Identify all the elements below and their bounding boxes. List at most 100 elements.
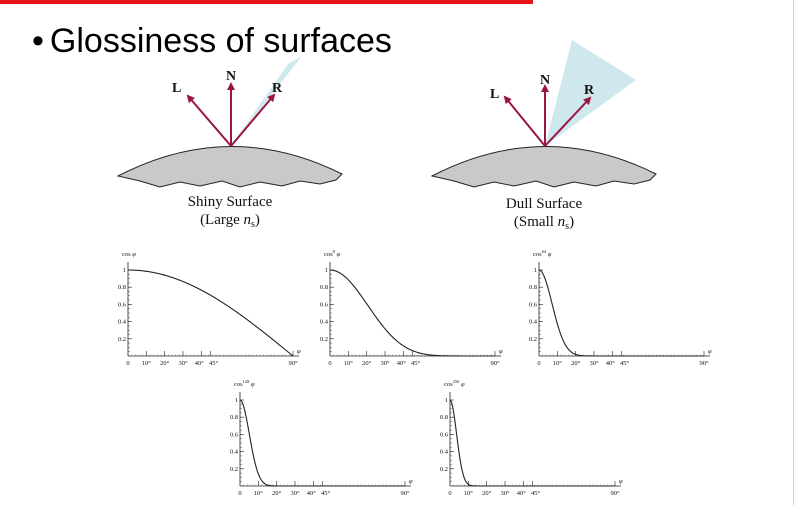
y-tick-label: 0.4 [230, 449, 239, 456]
y-tick-label: 0.6 [118, 301, 127, 308]
x-tick-label: 40° [517, 490, 527, 497]
x-tick-label: 40° [195, 360, 205, 367]
x-tick-label: 20° [272, 490, 282, 497]
y-tick-label: 1 [235, 397, 238, 404]
cos-plot-4: cos128 φ φ 1 0.8 0.6 0.4 0.2 0 10° 20° 30° 40° 45° 90… [230, 379, 413, 497]
shiny-label-l: L [172, 81, 181, 96]
y-tick-label: 0.6 [529, 301, 538, 308]
shiny-label-n: N [226, 69, 236, 84]
cos-plot-1: cos φ φ 1 0.8 0.6 0.4 0.2 0 10° 20° 30° 40° 45° 90° [118, 251, 301, 367]
y-axis-label: cos8 φ [324, 249, 341, 258]
slide-title: • Glossiness of surfaces [32, 22, 392, 61]
shiny-surface-shape [116, 146, 343, 188]
x-tick-label: 45° [411, 360, 421, 367]
x-tick-label: 45° [209, 360, 219, 367]
y-tick-label: 0.4 [440, 449, 449, 456]
x-tick-label: 30° [589, 360, 599, 367]
x-tick-label: 90° [400, 490, 410, 497]
x-tick-label: 0 [126, 360, 129, 367]
x-tick-label: 45° [620, 360, 630, 367]
x-tick-label: 90° [490, 360, 500, 367]
cos-curve [239, 399, 405, 487]
x-tick-label: 0 [238, 490, 241, 497]
cos-curve [449, 399, 615, 487]
y-axis-label: cos256 φ [444, 379, 465, 388]
x-axis-label: φ [708, 348, 712, 355]
y-axis-label: cos128 φ [234, 379, 255, 388]
x-tick-label: 10° [464, 490, 474, 497]
y-tick-label: 0.8 [320, 284, 328, 291]
x-tick-label: 45° [531, 490, 541, 497]
x-tick-label: 0 [537, 360, 540, 367]
x-tick-label: 10° [142, 360, 152, 367]
dull-subcaption: (Small ns) [514, 214, 574, 232]
x-tick-label: 30° [290, 490, 300, 497]
shiny-subcaption: (Large ns) [200, 212, 260, 230]
x-tick-label: 30° [380, 360, 390, 367]
cos-plot-5: cos256 φ φ 1 0.8 0.6 0.4 0.2 0 10° 20° 30° 40° 45° 90… [440, 379, 623, 497]
y-tick-label: 0.2 [118, 336, 126, 343]
y-tick-label: 0.4 [529, 319, 538, 326]
x-tick-label: 10° [553, 360, 563, 367]
x-tick-label: 10° [344, 360, 354, 367]
y-axis-label: cos64 φ [533, 249, 552, 258]
y-tick-label: 0.6 [440, 431, 449, 438]
slide-edge-line [793, 0, 794, 505]
y-tick-label: 1 [534, 267, 537, 274]
dull-label-l: L [490, 87, 499, 102]
x-tick-label: 20° [482, 490, 492, 497]
y-axis-label: cos φ [122, 251, 136, 258]
x-tick-label: 90° [699, 360, 709, 367]
cos-curve [329, 269, 495, 357]
dull-light-vector [503, 95, 546, 147]
x-axis-label: φ [499, 348, 503, 355]
x-tick-label: 90° [288, 360, 298, 367]
y-tick-label: 1 [123, 267, 126, 274]
x-tick-label: 40° [606, 360, 616, 367]
x-tick-label: 30° [500, 490, 510, 497]
header-accent-bar [0, 0, 533, 4]
x-tick-label: 0 [448, 490, 451, 497]
cos-curve [128, 269, 294, 357]
y-tick-label: 0.4 [320, 319, 329, 326]
y-tick-label: 0.4 [118, 319, 127, 326]
dull-surface-diagram: L N R Dull Surface (Small ns) [430, 40, 657, 232]
shiny-surface-diagram: L N R Shiny Surface (Large ns) [116, 56, 343, 230]
dull-reflection-cone [545, 40, 636, 146]
y-tick-label: 1 [445, 397, 448, 404]
x-tick-label: 40° [397, 360, 407, 367]
x-tick-label: 20° [571, 360, 581, 367]
y-tick-label: 0.6 [230, 431, 239, 438]
cos-plot-3: cos64 φ φ 1 0.8 0.6 0.4 0.2 0 10° 20° 30° 40° 45° 90° [529, 249, 712, 367]
x-axis-label: φ [297, 348, 301, 355]
slide-title-text: Glossiness of surfaces [49, 22, 392, 60]
y-tick-label: 0.2 [230, 466, 238, 473]
dull-reflect-vector [544, 96, 592, 147]
x-tick-label: 40° [307, 490, 317, 497]
y-tick-label: 0.8 [118, 284, 126, 291]
x-tick-label: 20° [160, 360, 170, 367]
x-tick-label: 30° [178, 360, 188, 367]
x-tick-label: 45° [321, 490, 331, 497]
y-tick-label: 0.2 [529, 336, 537, 343]
y-tick-label: 0.8 [529, 284, 537, 291]
y-tick-label: 0.2 [440, 466, 448, 473]
dull-caption: Dull Surface [506, 196, 583, 212]
y-tick-label: 0.2 [320, 336, 328, 343]
bullet-icon: • [32, 22, 44, 60]
x-axis-label: φ [409, 478, 413, 485]
y-tick-label: 0.6 [320, 301, 329, 308]
x-tick-label: 0 [328, 360, 331, 367]
shiny-light-vector [186, 94, 232, 147]
x-axis-label: φ [619, 478, 623, 485]
cos-plot-2: cos8 φ φ 1 0.8 0.6 0.4 0.2 0 10° 20° 30° 40° 45° 90° [320, 249, 503, 367]
shiny-label-r: R [272, 81, 283, 96]
dull-label-n: N [540, 73, 550, 88]
x-tick-label: 20° [362, 360, 372, 367]
dull-label-r: R [584, 83, 595, 98]
y-tick-label: 0.8 [440, 414, 448, 421]
shiny-reflect-vector [230, 93, 276, 147]
y-tick-label: 0.8 [230, 414, 238, 421]
